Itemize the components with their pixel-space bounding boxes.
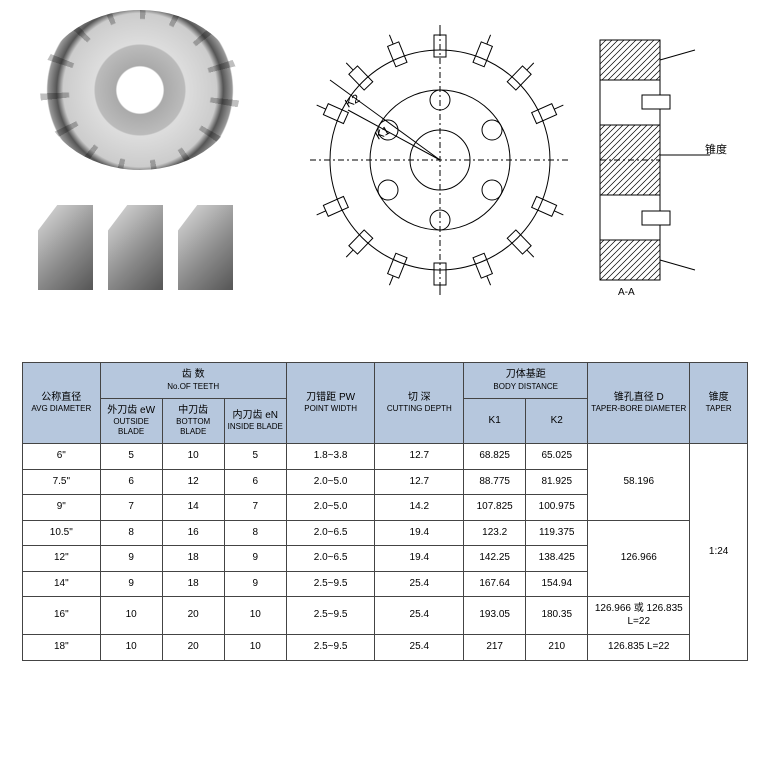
th-bore-diameter: 锥孔直径 D TAPER-BORE DIAMETER [588,363,690,444]
th-point-width: 刀错距 PW POINT WIDTH [286,363,375,444]
th-teeth: 齿 数 No.OF TEETH [100,363,286,399]
taper-label: 锥度 [705,142,727,156]
table-row: 18" 10 20 10 2.5~9.5 25.4 217 210 126.83… [23,635,748,661]
table-row: 10.5" 8 16 8 2.0~6.5 19.4 123.2 119.375 … [23,520,748,546]
spec-table: 公称直径 AVG DIAMETER 齿 数 No.OF TEETH 刀错距 PW… [22,362,748,661]
th-bottom-blade: 中刀齿 BOTTOM BLADE [162,398,224,444]
th-inside-blade: 内刀齿 eN INSIDE BLADE [224,398,286,444]
th-outside-blade: 外刀齿 eW OUTSIDE BLADE [100,398,162,444]
th-avg-diameter: 公称直径 AVG DIAMETER [23,363,101,444]
th-taper: 锥度 TAPER [690,363,748,444]
bore-group-1: 58.196 [588,444,690,521]
th-cutting-depth: 切 深 CUTTING DEPTH [375,363,464,444]
section-label: A-A [618,287,635,298]
th-k2: K2 [526,398,588,444]
th-body-distance: 刀体基距 BODY DISTANCE [464,363,588,399]
technical-drawing: K1 K2 [300,20,740,300]
table-row: 6" 5 10 5 1.8~3.8 12.7 68.825 65.025 58.… [23,444,748,470]
blade-photo [178,205,233,290]
table-row: 16" 10 20 10 2.5~9.5 25.4 193.05 180.35 … [23,597,748,635]
bore-group-2: 126.966 [588,520,690,597]
product-photo [20,10,260,310]
blade-photo [38,205,93,290]
figure-area: K1 K2 [0,0,777,320]
taper-value: 1:24 [690,444,748,661]
blade-photo [108,205,163,290]
cutter-head-photo [40,10,240,170]
bore-16: 126.966 或 126.835 L=22 [588,597,690,635]
th-k1: K1 [464,398,526,444]
bore-18: 126.835 L=22 [588,635,690,661]
dim-k2: K2 [343,91,363,111]
